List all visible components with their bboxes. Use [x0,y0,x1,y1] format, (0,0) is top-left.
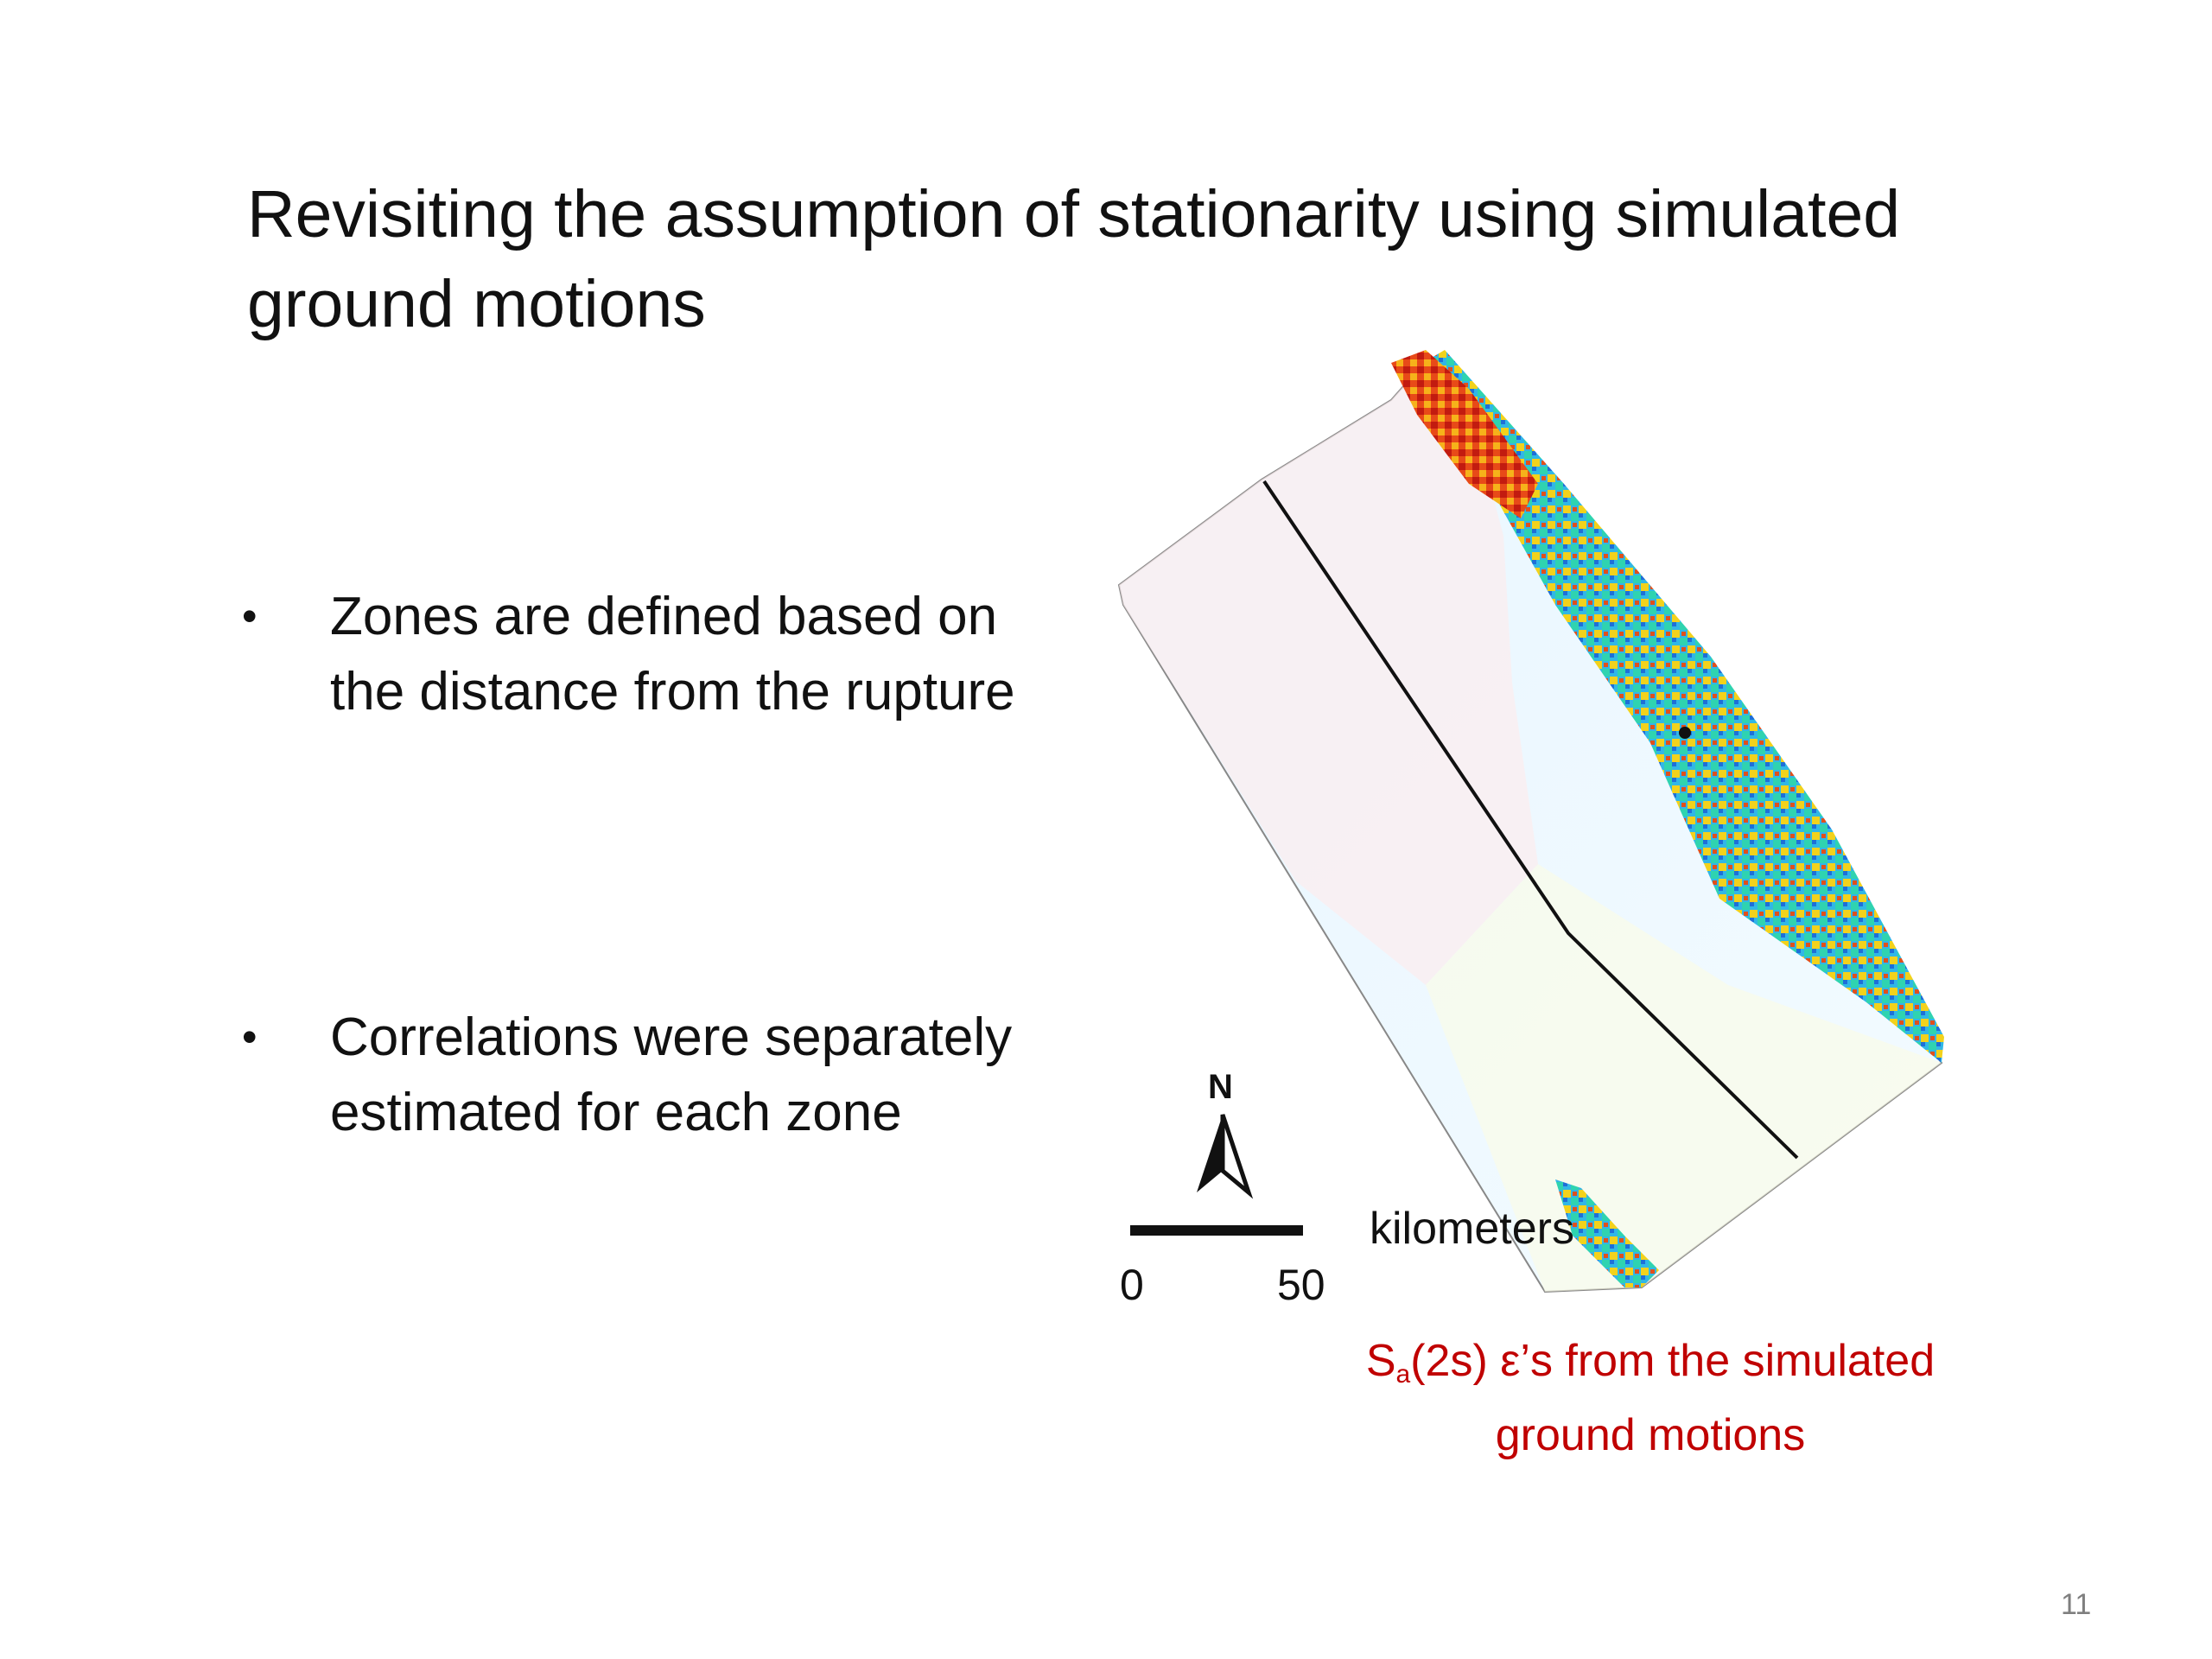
bullet-marker: • [242,592,257,640]
map-south-zone [1426,864,1942,1292]
scale-bar [1130,1225,1303,1236]
map-caption: Sa(2s) ε’s from the simulated ground mot… [1322,1331,1979,1465]
bullet-text: Zones are defined based on the distance … [330,587,1015,721]
bullet-marker: • [242,1013,257,1061]
map-east-strip [1426,350,1944,1063]
map-west-zone [1119,361,1538,985]
page-number: 11 [2061,1588,2092,1621]
map-marker [1679,727,1691,739]
scale-units-label: kilometers [1370,1204,1574,1254]
caption-text: (2s) ε’s from the simulated ground motio… [1410,1336,1936,1460]
scale-start-label: 0 [1120,1261,1144,1309]
slide-title: Revisiting the assumption of stationarit… [247,177,1901,341]
scale-end-label: 50 [1277,1261,1325,1309]
rupture-line [1262,480,1799,1160]
map-hot-zone [1391,350,1538,518]
map-south-strip [1555,1179,1659,1287]
north-arrow-icon [1197,1114,1254,1199]
caption-prefix: S [1365,1336,1396,1386]
caption-subscript: a [1395,1360,1411,1389]
bullet-text: Correlations were separately estimated f… [330,1007,1013,1142]
north-label: N [1208,1068,1233,1106]
